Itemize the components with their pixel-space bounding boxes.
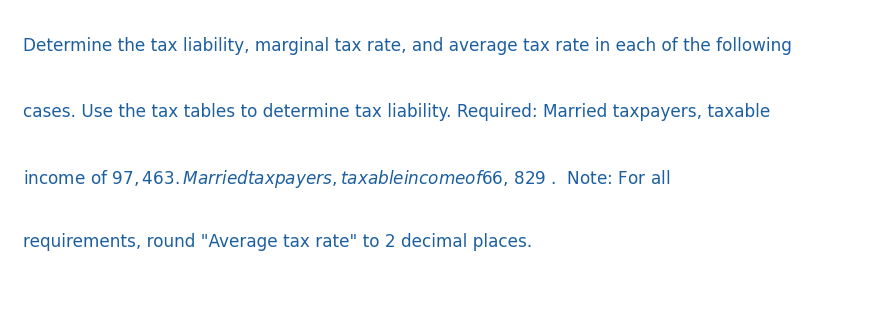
Text: Determine the tax liability, marginal tax rate, and average tax rate in each of : Determine the tax liability, marginal ta…	[23, 37, 792, 55]
Text: income of $97, 463 .  Married taxpayers, taxable income of $66, 829 .  Note: For: income of $97, 463 . Married taxpayers, …	[23, 168, 670, 190]
Text: cases. Use the tax tables to determine tax liability. Required: Married taxpayer: cases. Use the tax tables to determine t…	[23, 103, 770, 121]
Text: requirements, round "Average tax rate" to 2 decimal places.: requirements, round "Average tax rate" t…	[23, 233, 532, 251]
